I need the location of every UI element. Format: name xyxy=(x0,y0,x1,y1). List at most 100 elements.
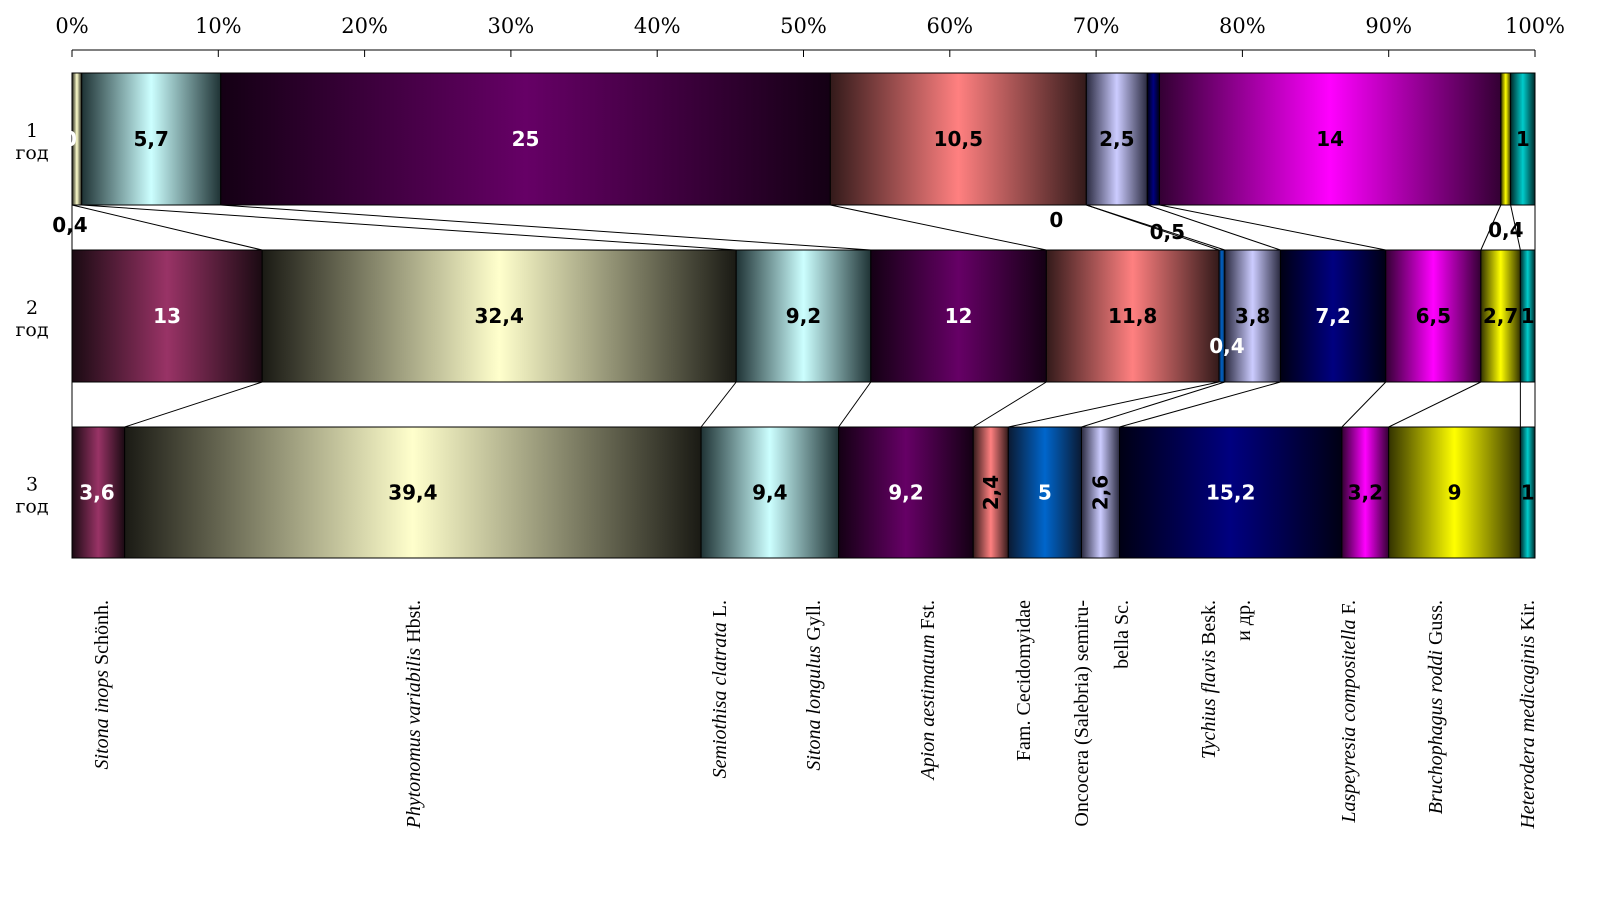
row-label-unit: год xyxy=(15,319,48,341)
series-connector xyxy=(838,381,872,428)
data-label: 12 xyxy=(945,304,973,328)
data-label: 5,7 xyxy=(134,127,169,151)
bar-segment-heterodera xyxy=(1519,426,1536,559)
data-label: 0,5 xyxy=(1150,220,1185,244)
x-tick-label: 70% xyxy=(1073,14,1120,38)
bar-segment-heterodera xyxy=(1510,72,1536,206)
species-labels: Sitona inops Schönh. Phytonomus variabili… xyxy=(91,600,1539,830)
bar-segment-sitona_longulus xyxy=(838,426,974,559)
bar-segment-cecidomyidae xyxy=(1218,249,1226,383)
bar-segment-apion xyxy=(972,426,1009,559)
data-label: 11,8 xyxy=(1108,304,1157,328)
data-label: 2,5 xyxy=(1099,127,1134,151)
series-connector xyxy=(71,204,263,251)
x-tick-label: 50% xyxy=(780,14,827,38)
x-axis: 0% 10% 20% 30% 40% 50% 60% 70% 80% 90% 100% xyxy=(55,14,1565,57)
data-label: 9 xyxy=(1448,481,1462,505)
bar-segment-apion xyxy=(1045,249,1220,383)
species-label: Oncocera (Salebria) semiru- xyxy=(1071,600,1093,827)
bar-segment-laspeyresia xyxy=(1341,426,1390,559)
data-label: 32,4 xyxy=(475,304,524,328)
species-label: Laspeyresia compositella F. xyxy=(1338,600,1360,824)
bar-segment-phytonomus xyxy=(261,249,737,383)
series-connector xyxy=(1510,204,1521,251)
species-label: Sitona longulus Gyll. xyxy=(803,600,825,771)
series-connector xyxy=(1119,381,1281,428)
bar-segment-semiothisa xyxy=(735,249,872,383)
data-label: 2,7 xyxy=(1483,304,1518,328)
data-label: 0,4 xyxy=(1209,334,1244,358)
data-label: 6,5 xyxy=(1416,304,1451,328)
bar-segment-cecidomyidae xyxy=(1007,426,1082,559)
bar-segment-oncocera xyxy=(1085,72,1148,206)
x-tick-label: 60% xyxy=(926,14,973,38)
data-label: 9,2 xyxy=(888,481,923,505)
series-connectors xyxy=(71,204,1536,428)
data-label: 3,6 xyxy=(79,481,114,505)
series-connector xyxy=(1388,381,1482,428)
species-label: и др. xyxy=(1233,600,1255,641)
data-label: 9,2 xyxy=(786,304,821,328)
data-label: 10,5 xyxy=(934,127,983,151)
series-connector xyxy=(1008,381,1220,428)
series-connector xyxy=(1147,204,1281,251)
x-tick-label: 10% xyxy=(195,14,242,38)
series-connector xyxy=(1159,204,1386,251)
series-connector xyxy=(830,204,1047,251)
data-label: 9,4 xyxy=(752,481,787,505)
row-label: 1 xyxy=(26,120,38,142)
data-label: 3,2 xyxy=(1348,481,1383,505)
bar-segment-oncocera xyxy=(1224,249,1281,383)
data-label: 14 xyxy=(1316,127,1344,151)
species-label: Heterodera medicaginis Kir. xyxy=(1517,600,1539,830)
row-label: 2 xyxy=(26,297,38,319)
data-label: 1 xyxy=(1521,304,1535,328)
data-label: 39,4 xyxy=(388,481,437,505)
bar-segment-laspeyresia xyxy=(1158,72,1502,206)
series-connector xyxy=(124,381,263,428)
bar-segment-sitona_inops xyxy=(71,426,126,559)
series-connector xyxy=(972,381,1047,428)
species-label: Apion aestimatum Fst. xyxy=(917,600,939,781)
bar-segment-sitona_inops xyxy=(71,249,263,383)
series-connector xyxy=(81,204,737,251)
data-label: 5 xyxy=(1038,481,1052,505)
x-tick-label: 0% xyxy=(55,14,88,38)
data-label: 0 xyxy=(63,127,77,151)
bar-segment-tychius xyxy=(1146,72,1160,206)
species-label: Fam. Cecidomyidae xyxy=(1013,600,1035,761)
bar-segment-tychius xyxy=(1279,249,1387,383)
data-label: 13 xyxy=(153,304,181,328)
bar-segment-bruchophagus xyxy=(1388,426,1521,559)
x-tick-label: 30% xyxy=(488,14,535,38)
species-label: bella Sc. xyxy=(1111,600,1133,669)
series-connector xyxy=(1086,204,1225,251)
data-label: 2,4 xyxy=(979,475,1003,510)
series-connector xyxy=(220,204,871,251)
bar-segment-sitona_longulus xyxy=(220,72,831,206)
data-label: 1 xyxy=(1516,127,1530,151)
row-label-unit: год xyxy=(15,142,48,164)
row-label-unit: год xyxy=(15,496,48,518)
series-connector xyxy=(1480,204,1502,251)
data-label: 0,4 xyxy=(1488,218,1523,242)
data-label: 1 xyxy=(1521,481,1535,505)
data-label: 25 xyxy=(512,127,540,151)
data-label: 3,8 xyxy=(1235,304,1270,328)
bar-segment-bruchophagus xyxy=(1500,72,1512,206)
row-label: 3 xyxy=(26,474,38,496)
bar-segment-semiothisa xyxy=(81,72,222,206)
x-tick-label: 80% xyxy=(1219,14,1266,38)
bars xyxy=(71,72,1536,559)
bar-segment-semiothisa xyxy=(700,426,840,559)
x-tick-label: 20% xyxy=(341,14,388,38)
data-label: 2,6 xyxy=(1088,475,1112,510)
species-label: Sitona inops Schönh. xyxy=(91,600,113,769)
data-label: 0,4 xyxy=(52,213,87,237)
data-label: 15,2 xyxy=(1206,481,1255,505)
species-label: Phytonomus variabilis Hbst. xyxy=(403,600,425,829)
bar-segment-laspeyresia xyxy=(1385,249,1482,383)
species-label: Tychius flavis Besk. xyxy=(1198,600,1220,759)
